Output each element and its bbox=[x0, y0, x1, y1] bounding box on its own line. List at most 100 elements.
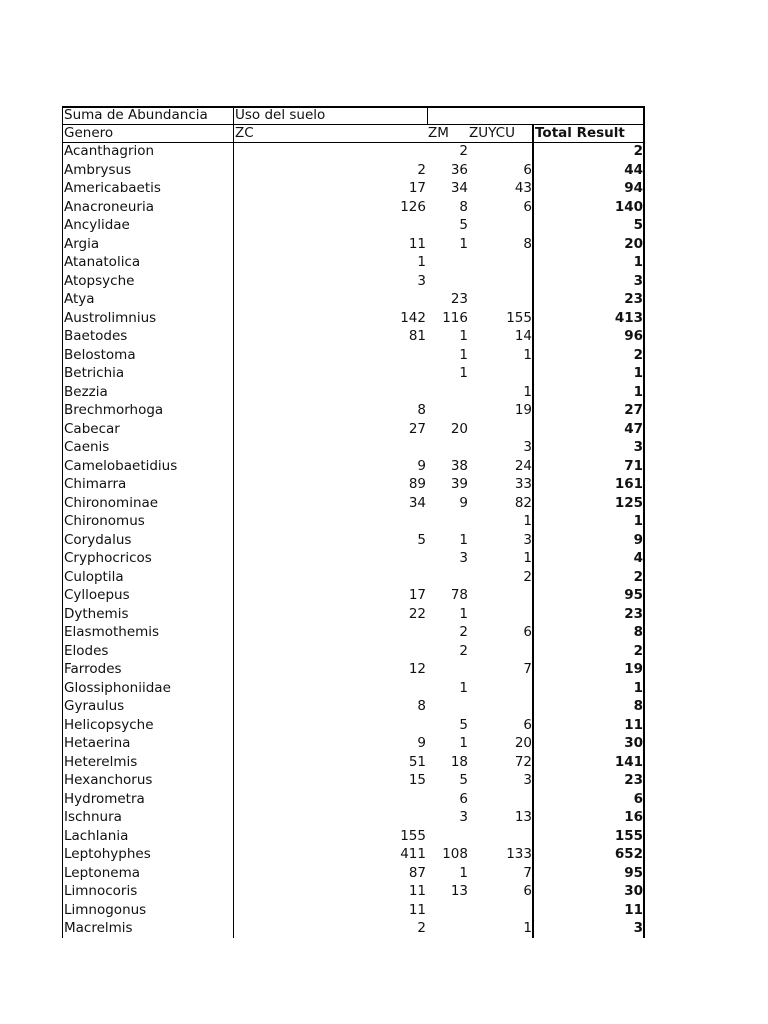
value-cell-zc: 12 bbox=[408, 661, 426, 677]
genero-cell: Camelobaetidius bbox=[64, 457, 178, 474]
genero-cell: Belostoma bbox=[64, 346, 136, 363]
value-cell-zm: 3 bbox=[459, 809, 468, 825]
table-row: Chimarra 89 39 33 161 bbox=[62, 475, 644, 494]
value-cell-zu: 3 bbox=[523, 439, 532, 455]
value-cell-zu: 3 bbox=[523, 772, 532, 788]
table-row: Culoptila 2 2 bbox=[62, 568, 644, 587]
genero-cell: Limnocoris bbox=[64, 883, 138, 899]
value-cell-zm: 116 bbox=[442, 309, 468, 326]
table-row: Elodes 2 2 bbox=[62, 642, 644, 661]
genero-cell: Dythemis bbox=[64, 605, 129, 622]
column-header-zuycu: ZUYCU bbox=[469, 125, 515, 141]
table-row: Anacroneuria 126 8 6 140 bbox=[62, 198, 644, 217]
table-row: Ancylidae 5 5 bbox=[62, 216, 644, 235]
total-cell: 8 bbox=[633, 624, 643, 640]
genero-cell: Cabecar bbox=[64, 420, 120, 437]
table-row: Glossiphoniidae 1 1 bbox=[62, 679, 644, 698]
table-row: Helicopsyche 5 6 11 bbox=[62, 716, 644, 735]
value-cell-zm: 2 bbox=[459, 642, 468, 659]
value-cell-zu: 82 bbox=[514, 494, 532, 511]
header-row-1: Suma de Abundancia Uso del suelo bbox=[62, 106, 644, 124]
column-header-total: Total Result bbox=[535, 125, 625, 141]
column-header-zm: ZM bbox=[428, 125, 449, 141]
value-cell-zu: 1 bbox=[523, 920, 532, 936]
value-cell-zm: 5 bbox=[459, 716, 468, 733]
table-row: Acanthagrion 2 2 bbox=[62, 142, 644, 161]
table-row: Leptonema 87 1 7 95 bbox=[62, 864, 644, 883]
value-cell-zu: 6 bbox=[523, 883, 532, 899]
table-row: Cylloepus 17 78 95 bbox=[62, 586, 644, 605]
total-cell: 141 bbox=[614, 753, 643, 770]
value-cell-zc: 126 bbox=[400, 198, 426, 215]
value-cell-zu: 1 bbox=[523, 346, 532, 363]
table-row: Corydalus 5 1 3 9 bbox=[62, 531, 644, 550]
total-cell: 20 bbox=[624, 235, 643, 252]
value-cell-zm: 39 bbox=[450, 476, 468, 492]
value-cell-zc: 27 bbox=[408, 420, 426, 437]
grid-line bbox=[62, 106, 63, 938]
column-field-label[interactable]: Uso del suelo bbox=[235, 107, 326, 123]
value-cell-zm: 1 bbox=[459, 328, 468, 344]
value-cell-zm: 8 bbox=[459, 198, 468, 215]
total-cell: 2 bbox=[633, 346, 643, 363]
value-cell-zm: 1 bbox=[459, 605, 468, 622]
genero-cell: Lachlania bbox=[64, 827, 129, 844]
value-cell-zm: 3 bbox=[459, 550, 468, 566]
genero-cell: Argia bbox=[64, 235, 100, 252]
row-field-label[interactable]: Genero bbox=[64, 125, 114, 141]
value-cell-zc: 51 bbox=[408, 753, 426, 770]
genero-cell: Corydalus bbox=[64, 531, 132, 548]
value-cell-zm: 36 bbox=[450, 161, 468, 178]
genero-cell: Austrolimnius bbox=[64, 309, 157, 326]
genero-cell: Heterelmis bbox=[64, 753, 138, 770]
total-cell: 11 bbox=[624, 716, 643, 733]
grid-line bbox=[62, 124, 645, 125]
value-cell-zc: 34 bbox=[408, 494, 426, 511]
column-header-zc: ZC bbox=[235, 125, 254, 141]
table-row: Heterelmis 51 18 72 141 bbox=[62, 753, 644, 772]
total-cell: 4 bbox=[633, 550, 643, 566]
genero-cell: Hexanchorus bbox=[64, 772, 153, 788]
genero-cell: Ancylidae bbox=[64, 217, 130, 233]
genero-cell: Americabaetis bbox=[64, 180, 161, 196]
total-cell: 652 bbox=[614, 846, 643, 862]
genero-cell: Leptonema bbox=[64, 864, 140, 881]
value-cell-zm: 1 bbox=[459, 235, 468, 252]
total-cell: 19 bbox=[624, 661, 643, 677]
genero-cell: Cylloepus bbox=[64, 587, 130, 603]
value-cell-zu: 6 bbox=[523, 624, 532, 640]
total-cell: 140 bbox=[614, 198, 643, 215]
total-cell: 16 bbox=[624, 809, 643, 825]
genero-cell: Cryphocricos bbox=[64, 550, 152, 566]
table-row: Hexanchorus 15 5 3 23 bbox=[62, 771, 644, 790]
table-row: Baetodes 81 1 14 96 bbox=[62, 327, 644, 346]
grid-line bbox=[62, 106, 645, 108]
value-cell-zc: 1 bbox=[417, 254, 426, 270]
genero-cell: Limnogonus bbox=[64, 901, 147, 918]
grid-line bbox=[427, 106, 428, 124]
value-cell-zm: 1 bbox=[459, 679, 468, 696]
total-cell: 1 bbox=[633, 383, 643, 400]
table-row: Austrolimnius 142 116 155 413 bbox=[62, 309, 644, 328]
value-cell-zm: 5 bbox=[459, 217, 468, 233]
table-row: Cabecar 27 20 47 bbox=[62, 420, 644, 439]
total-cell: 413 bbox=[614, 309, 643, 326]
total-cell: 27 bbox=[624, 402, 643, 418]
grid-line bbox=[532, 124, 534, 938]
value-cell-zu: 33 bbox=[514, 476, 532, 492]
genero-cell: Chironominae bbox=[64, 494, 159, 511]
value-cell-zu: 3 bbox=[523, 531, 532, 548]
genero-cell: Anacroneuria bbox=[64, 198, 154, 215]
table-row: Atya 23 23 bbox=[62, 290, 644, 309]
genero-cell: Chimarra bbox=[64, 476, 127, 492]
grid-line bbox=[62, 142, 645, 143]
total-cell: 96 bbox=[624, 328, 643, 344]
value-cell-zu: 6 bbox=[523, 716, 532, 733]
value-cell-zu: 7 bbox=[523, 661, 532, 677]
genero-cell: Hydrometra bbox=[64, 790, 145, 807]
value-cell-zm: 1 bbox=[459, 735, 468, 751]
value-cell-zu: 1 bbox=[523, 550, 532, 566]
total-cell: 94 bbox=[624, 180, 643, 196]
value-cell-zc: 5 bbox=[417, 531, 426, 548]
value-cell-zm: 1 bbox=[459, 346, 468, 363]
